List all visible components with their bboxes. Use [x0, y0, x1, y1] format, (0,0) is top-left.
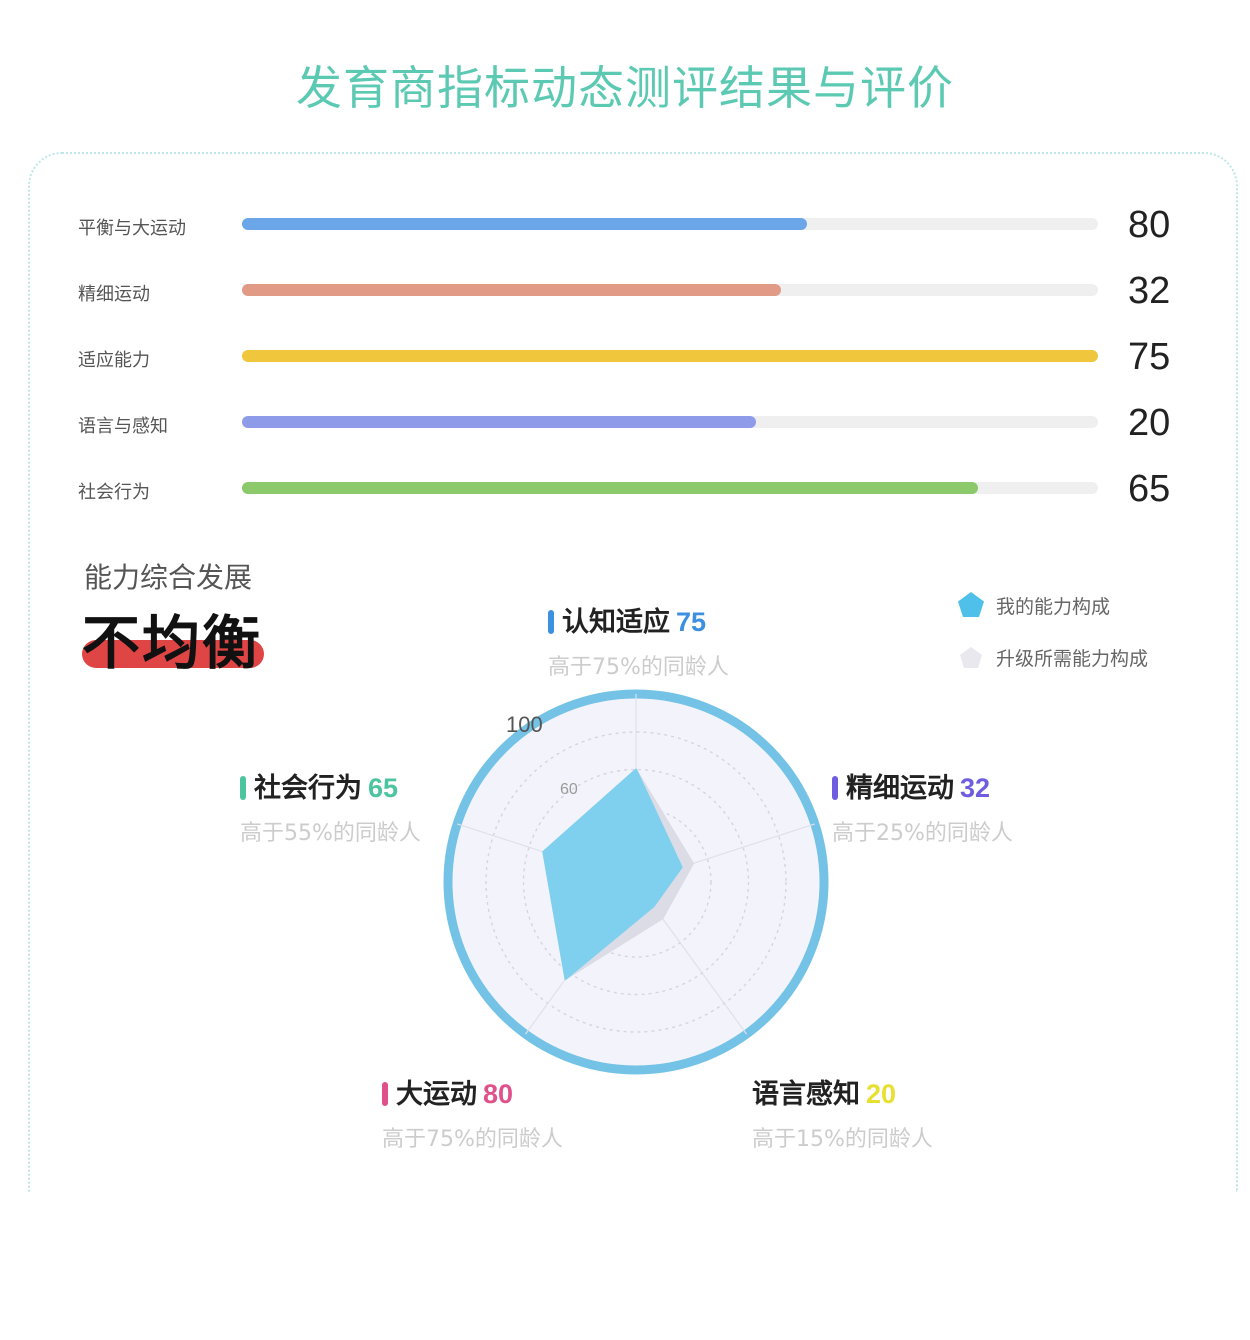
dimension-value: 65 [368, 773, 399, 803]
bar-label: 语言与感知 [78, 416, 168, 437]
bar-value: 32 [1128, 270, 1171, 312]
radar-tick-label-100: 100 [506, 712, 543, 737]
pentagon-icon [960, 647, 982, 668]
bar-track [242, 350, 1098, 362]
bar-track [242, 416, 1098, 428]
dimension-note: 高于55%的同龄人 [240, 821, 421, 846]
dimension-note: 高于75%的同龄人 [548, 655, 729, 680]
dimension-name: 精细运动 [846, 773, 954, 804]
bar-fill [242, 416, 756, 428]
dimension-label-fine-motor: 精细运动 32 高于25%的同龄人 [832, 766, 1013, 847]
dimension-marker [382, 1082, 388, 1106]
bar-fill [242, 284, 782, 296]
radar-chart: 100 60 [443, 689, 829, 1075]
radar-series-mine [542, 768, 683, 981]
bar-row: 平衡与大运动 80 [78, 204, 1188, 246]
bar-row: 精细运动 32 [78, 270, 1188, 312]
bar-row: 适应能力 75 [78, 336, 1188, 378]
radar-grid-ring [522, 768, 750, 996]
dimension-label-language: 语言感知 20 高于15%的同龄人 [752, 1072, 933, 1153]
bar-label: 适应能力 [78, 350, 150, 371]
bar-fill [242, 482, 979, 494]
bar-row: 语言与感知 20 [78, 402, 1188, 444]
legend-label-mine: 我的能力构成 [996, 596, 1111, 618]
dimension-label-gross-motor: 大运动 80 高于75%的同龄人 [382, 1072, 563, 1153]
bar-label: 社会行为 [78, 482, 150, 503]
dimension-note: 高于75%的同龄人 [382, 1127, 563, 1152]
dimension-marker [240, 776, 246, 800]
summary-highlight [82, 640, 264, 668]
dimension-name: 社会行为 [254, 773, 362, 804]
dimension-label-social: 社会行为 65 高于55%的同龄人 [240, 766, 421, 847]
dimension-value: 20 [866, 1079, 897, 1109]
results-card [28, 152, 1238, 1192]
bar-value: 20 [1128, 402, 1171, 444]
bar-label: 精细运动 [78, 284, 150, 305]
dimension-value: 75 [676, 607, 707, 637]
bar-track [242, 284, 1098, 296]
bar-value: 80 [1128, 204, 1171, 246]
bar-fill [242, 350, 1098, 362]
page-title: 发育商指标动态测评结果与评价 [296, 61, 954, 115]
radar-tick-label-60: 60 [560, 781, 578, 798]
bar-label: 平衡与大运动 [78, 218, 186, 239]
dimension-note: 高于25%的同龄人 [832, 821, 1013, 846]
dimension-name: 语言感知 [752, 1079, 860, 1110]
bar-value: 65 [1128, 468, 1171, 510]
bar-track [242, 218, 1098, 230]
dimension-value: 80 [483, 1079, 514, 1109]
dimension-value: 32 [960, 773, 991, 803]
pentagon-icon [958, 592, 984, 617]
dimension-marker [548, 610, 554, 634]
bar-row: 社会行为 65 [78, 468, 1188, 510]
bar-value: 75 [1128, 336, 1171, 378]
bar-fill [242, 218, 807, 230]
legend-label-upgrade: 升级所需能力构成 [996, 648, 1149, 670]
dimension-marker [832, 776, 838, 800]
summary-verdict: 不均衡 [82, 609, 263, 677]
dimension-name: 认知适应 [562, 607, 670, 638]
dimension-label-cognitive: 认知适应 75 高于75%的同龄人 [548, 600, 729, 681]
summary-subtitle: 能力综合发展 [84, 561, 253, 594]
dimension-name: 大运动 [396, 1079, 477, 1110]
bar-track [242, 482, 1098, 494]
radar-grid-ring [485, 731, 787, 1033]
dimension-note: 高于15%的同龄人 [752, 1127, 933, 1152]
